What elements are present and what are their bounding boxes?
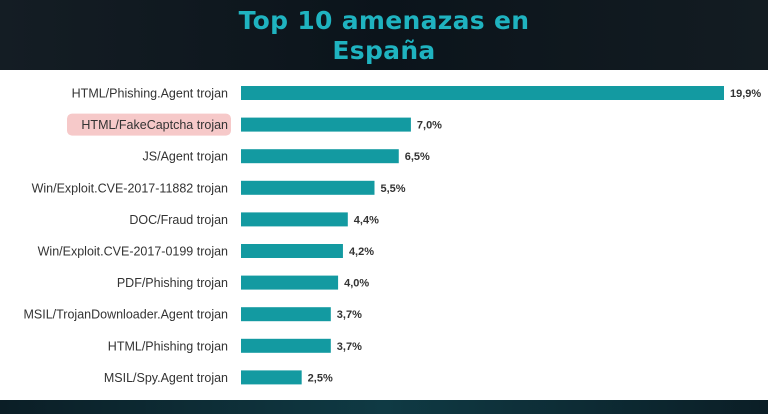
category-label-html-phishing-agent-trojan: HTML/Phishing.Agent trojan (72, 87, 228, 101)
category-label-html-fakecaptcha-trojan: HTML/FakeCaptcha trojan (81, 118, 228, 132)
category-label-msil-spy-agent-trojan: MSIL/Spy.Agent trojan (104, 371, 228, 385)
chart-title: Top 10 amenazas en España (0, 6, 768, 66)
footer-strip (0, 400, 768, 414)
bar-html-fakecaptcha-trojan (241, 117, 411, 132)
bar-win-exploit-cve-2017-11882-trojan (241, 180, 375, 195)
chart-title-line-2: España (332, 36, 436, 65)
value-label-msil-trojandownloader-agent-trojan: 3,7% (337, 309, 362, 321)
value-label-html-phishing-trojan: 3,7% (337, 341, 362, 353)
category-label-win-exploit-cve-2017-0199-trojan: Win/Exploit.CVE-2017-0199 trojan (38, 245, 228, 259)
category-label-doc-fraud-trojan: DOC/Fraud trojan (129, 213, 228, 227)
bar-html-phishing-trojan (241, 338, 331, 353)
bar-doc-fraud-trojan (241, 212, 348, 227)
bar-msil-spy-agent-trojan (241, 370, 302, 385)
value-label-win-exploit-cve-2017-11882-trojan: 5,5% (380, 183, 405, 195)
category-label-msil-trojandownloader-agent-trojan: MSIL/TrojanDownloader.Agent trojan (23, 308, 228, 322)
bar-chart: HTML/Phishing.Agent trojan 19,9% HTML/Fake… (23, 86, 761, 385)
bar-html-phishing-agent-trojan (241, 86, 724, 100)
bar-win-exploit-cve-2017-0199-trojan (241, 244, 343, 258)
bar-pdf-phishing-trojan (241, 275, 339, 290)
category-label-win-exploit-cve-2017-11882-trojan: Win/Exploit.CVE-2017-11882 trojan (32, 181, 228, 195)
category-label-js-agent-trojan: JS/Agent trojan (143, 150, 229, 164)
value-label-msil-spy-agent-trojan: 2,5% (308, 372, 333, 384)
category-label-html-phishing-trojan: HTML/Phishing trojan (108, 339, 228, 353)
bar-js-agent-trojan (241, 149, 399, 164)
value-label-win-exploit-cve-2017-0199-trojan: 4,2% (349, 246, 374, 258)
value-label-js-agent-trojan: 6,5% (405, 151, 430, 163)
bar-msil-trojandownloader-agent-trojan (241, 307, 331, 322)
value-label-doc-fraud-trojan: 4,4% (354, 214, 379, 226)
value-label-html-fakecaptcha-trojan: 7,0% (417, 120, 442, 132)
value-label-html-phishing-agent-trojan: 19,9% (730, 88, 761, 100)
title-banner: Top 10 amenazas en España (0, 0, 768, 70)
highlight-html-fakecaptcha-trojan (67, 113, 231, 136)
chart-title-line-1: Top 10 amenazas en (238, 6, 530, 35)
category-label-pdf-phishing-trojan: PDF/Phishing trojan (117, 276, 228, 290)
value-label-pdf-phishing-trojan: 4,0% (344, 278, 369, 290)
